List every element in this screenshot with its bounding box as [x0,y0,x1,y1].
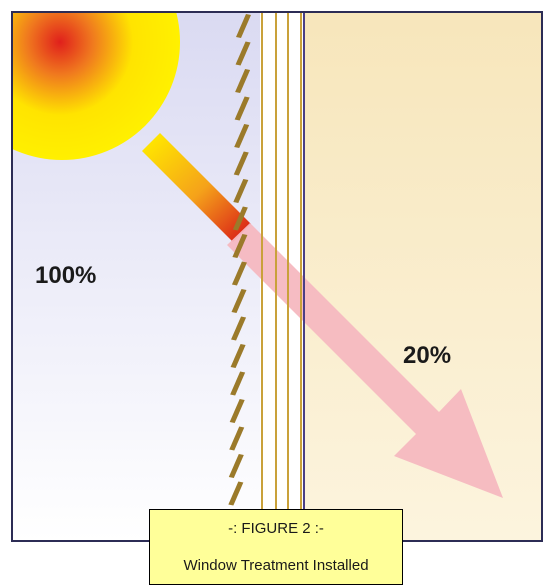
window-blind-slats [227,14,251,533]
sun-beam [142,133,251,242]
transmitted-percentage: 20% [403,342,451,369]
sun-icon [12,12,180,160]
transmitted-light-arrow [227,223,503,498]
blind-slat [230,344,246,368]
blind-slat [235,41,251,66]
blind-slat [230,371,246,396]
blind-slat [234,124,250,148]
figure-caption-title: -: FIGURE 2 :- [228,520,324,537]
blind-slat [235,69,251,93]
blind-slat [232,234,248,258]
window-pane-lines [261,12,305,541]
blind-slat [231,316,247,341]
blind-slat [229,426,245,451]
blind-slat [228,481,244,506]
incoming-percentage: 100% [35,262,96,289]
blind-slat [231,289,247,313]
blind-slat [233,151,249,176]
figure-caption: -: FIGURE 2 :- Window Treatment Installe… [149,509,403,585]
blind-slat [231,261,247,286]
blind-slat [232,206,248,231]
blind-slat [233,179,249,203]
blind-slat [229,399,245,423]
figure-caption-subtitle: Window Treatment Installed [183,557,369,574]
blind-slat [236,14,251,38]
blind-slat [234,96,250,121]
blind-slat [228,454,244,478]
